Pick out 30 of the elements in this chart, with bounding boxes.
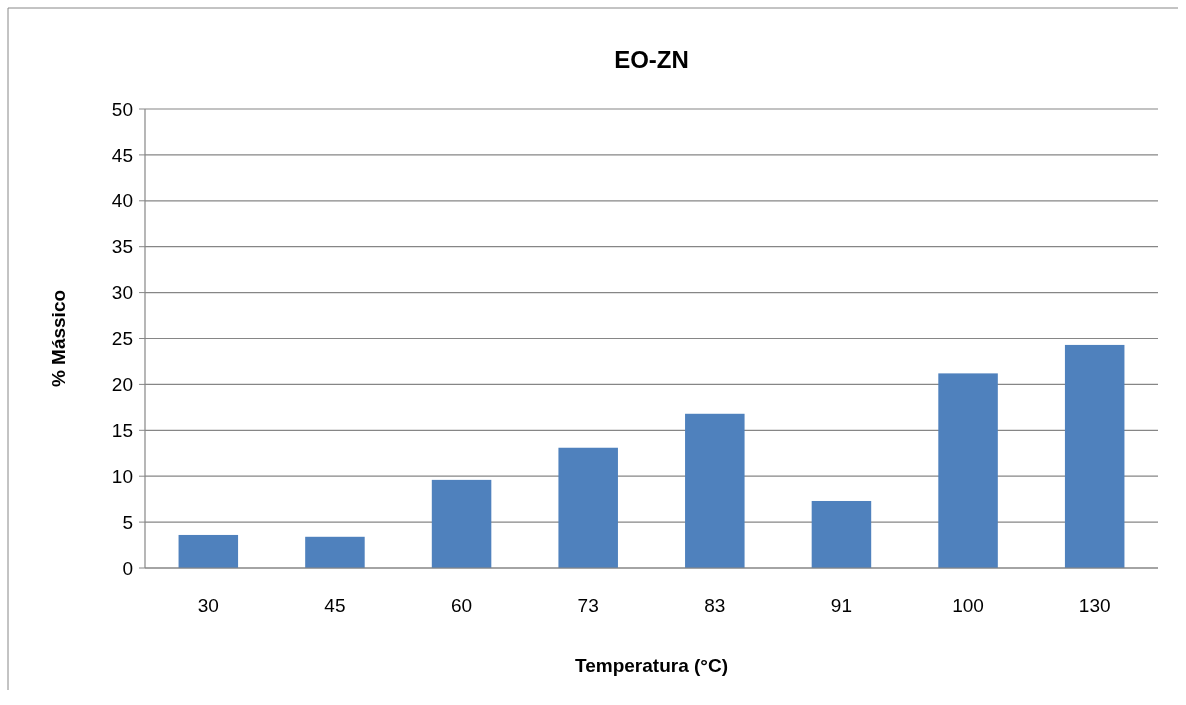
- y-tick-label: 15: [111, 419, 133, 441]
- bar: [938, 373, 998, 568]
- chart-title: EO-ZN: [614, 46, 689, 73]
- x-tick-label: 73: [577, 595, 599, 616]
- y-tick-label: 25: [111, 328, 133, 350]
- bar: [558, 447, 618, 568]
- bar: [431, 479, 492, 568]
- y-tick-label: 50: [111, 98, 133, 120]
- y-tick-label: 45: [111, 144, 133, 166]
- x-tick-label: 30: [197, 595, 219, 616]
- y-tick-label: 0: [122, 557, 133, 579]
- y-tick-label: 40: [111, 190, 133, 212]
- x-tick-label: 83: [704, 595, 726, 616]
- bar: [305, 536, 365, 568]
- y-tick-label: 30: [111, 282, 133, 304]
- x-tick-label: 100: [952, 595, 984, 616]
- x-axis-title: Temperatura (°C): [575, 655, 728, 676]
- x-tick-label: 60: [450, 595, 473, 616]
- bar: [178, 534, 239, 568]
- y-tick-label: 20: [111, 374, 133, 396]
- y-tick-label: 10: [111, 465, 133, 487]
- y-axis-title: % Mássico: [48, 289, 69, 388]
- y-tick-label: 5: [122, 511, 133, 533]
- bar: [685, 413, 745, 568]
- x-tick-label: 91: [830, 595, 853, 616]
- y-tick-label: 35: [111, 236, 133, 258]
- x-tick-label: 130: [1078, 595, 1111, 616]
- bar: [1064, 344, 1125, 568]
- x-tick-label: 45: [324, 595, 346, 616]
- bar: [811, 500, 872, 568]
